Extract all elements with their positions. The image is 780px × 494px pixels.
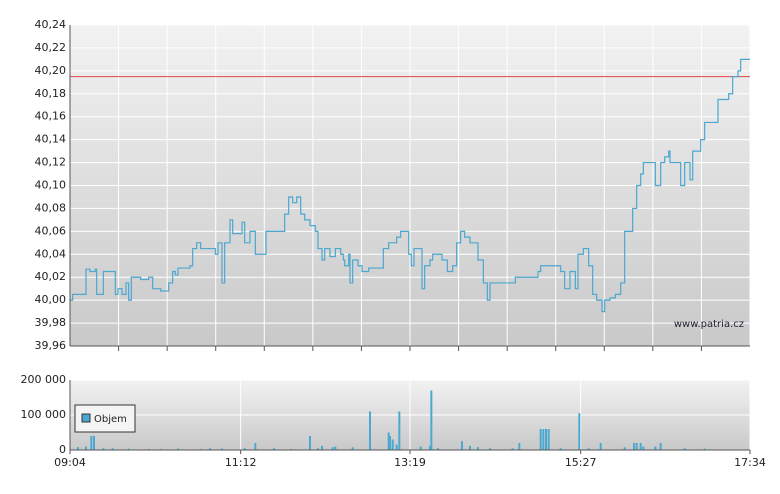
volume-bar bbox=[587, 448, 590, 450]
y-tick-label: 0 bbox=[59, 443, 66, 456]
y-tick-label: 100 000 bbox=[21, 408, 67, 421]
volume-bar bbox=[290, 448, 293, 450]
volume-bar bbox=[111, 448, 114, 450]
y-tick-label: 39,96 bbox=[35, 339, 67, 352]
volume-bar bbox=[221, 448, 223, 450]
volume-bar bbox=[623, 447, 626, 450]
y-tick-label: 40,10 bbox=[35, 179, 67, 192]
y-tick-label: 40,04 bbox=[35, 247, 67, 260]
legend-label: Objem bbox=[94, 414, 127, 425]
volume-bar bbox=[90, 436, 93, 450]
volume-bar bbox=[317, 448, 319, 450]
volume-bar bbox=[654, 446, 657, 450]
volume-bar bbox=[254, 443, 257, 450]
volume-bar bbox=[642, 446, 645, 450]
x-tick-label: 09:04 bbox=[54, 456, 86, 469]
volume-bar bbox=[334, 446, 337, 450]
volume-bar bbox=[461, 441, 463, 450]
volume-bar bbox=[469, 445, 471, 450]
y-tick-label: 200 000 bbox=[21, 373, 67, 386]
volume-bar bbox=[93, 436, 95, 450]
volume-bar bbox=[127, 448, 130, 450]
volume-bar bbox=[351, 447, 354, 450]
volume-bar bbox=[639, 443, 642, 450]
y-tick-label: 40,20 bbox=[35, 64, 67, 77]
volume-bar bbox=[518, 443, 521, 450]
volume-bar bbox=[159, 448, 162, 450]
y-tick-label: 40,14 bbox=[35, 133, 67, 146]
volume-bar bbox=[102, 448, 105, 450]
volume-bar bbox=[477, 447, 479, 450]
y-tick-label: 39,98 bbox=[35, 316, 67, 329]
volume-bar bbox=[243, 448, 246, 450]
volume-bar bbox=[437, 448, 439, 450]
volume-bar bbox=[85, 446, 87, 450]
volume-bar bbox=[398, 411, 401, 450]
volume-bar bbox=[542, 429, 545, 450]
volume-bar bbox=[683, 448, 686, 450]
volume-bar bbox=[703, 448, 706, 450]
volume-bar bbox=[309, 436, 311, 450]
volume-bar bbox=[387, 432, 390, 450]
y-tick-label: 40,16 bbox=[35, 110, 67, 123]
y-tick-label: 40,00 bbox=[35, 293, 67, 306]
volume-bar bbox=[547, 429, 550, 450]
volume-bar bbox=[321, 445, 323, 450]
volume-bar bbox=[559, 448, 562, 450]
x-tick-label: 17:34 bbox=[734, 456, 766, 469]
volume-bar bbox=[659, 443, 662, 450]
volume-bar bbox=[599, 443, 602, 450]
volume-bar bbox=[545, 429, 547, 450]
x-tick-label: 11:12 bbox=[225, 456, 257, 469]
legend-swatch bbox=[81, 413, 91, 423]
volume-bar bbox=[369, 411, 371, 450]
layer: 39,96 39,98 40,00 40,02 40,04 40,06 40,08 40,10… bbox=[21, 18, 766, 469]
volume-bar bbox=[199, 448, 202, 450]
volume-bar bbox=[395, 444, 398, 450]
volume-bar bbox=[539, 429, 542, 450]
volume-bar bbox=[391, 439, 394, 450]
volume-bar bbox=[511, 448, 514, 450]
y-tick-label: 40,08 bbox=[35, 201, 67, 214]
x-tick-label: 15:27 bbox=[565, 456, 597, 469]
volume-bar bbox=[419, 446, 422, 450]
volume-bar bbox=[147, 448, 150, 450]
volume-bar bbox=[77, 447, 79, 450]
volume-bar bbox=[389, 436, 391, 450]
volume-bar bbox=[430, 390, 433, 450]
volume-bar bbox=[429, 445, 431, 450]
volume-bar bbox=[273, 448, 275, 450]
y-tick-label: 40,18 bbox=[35, 87, 67, 100]
volume-bar bbox=[177, 448, 179, 450]
volume-bar bbox=[331, 447, 334, 450]
volume-bar bbox=[635, 443, 638, 450]
x-tick-label: 13:19 bbox=[394, 456, 426, 469]
volume-bar bbox=[633, 443, 635, 450]
volume-bar bbox=[489, 448, 491, 450]
y-tick-label: 40,02 bbox=[35, 270, 67, 283]
y-tick-label: 40,22 bbox=[35, 41, 67, 54]
y-tick-label: 40,24 bbox=[35, 18, 67, 31]
y-tick-label: 40,06 bbox=[35, 224, 67, 237]
price-line bbox=[70, 58, 750, 313]
y-tick-label: 40,12 bbox=[35, 156, 67, 169]
volume-bar bbox=[578, 413, 581, 450]
watermark: www.patria.cz bbox=[674, 319, 744, 330]
volume-bar bbox=[209, 448, 211, 450]
